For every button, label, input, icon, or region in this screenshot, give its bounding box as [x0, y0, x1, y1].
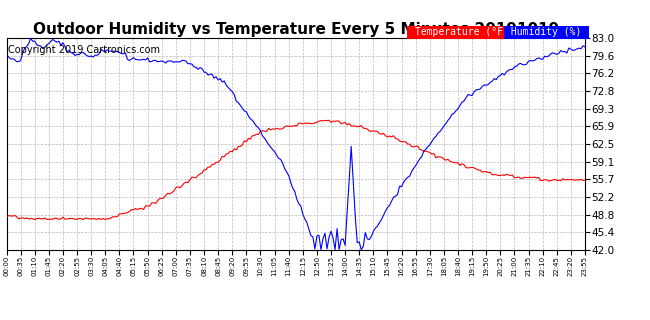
Title: Outdoor Humidity vs Temperature Every 5 Minutes 20191019: Outdoor Humidity vs Temperature Every 5 … — [32, 22, 559, 37]
Text: Humidity (%): Humidity (%) — [505, 27, 588, 37]
Text: Temperature (°F): Temperature (°F) — [409, 27, 514, 37]
Text: Copyright 2019 Cartronics.com: Copyright 2019 Cartronics.com — [8, 45, 160, 55]
